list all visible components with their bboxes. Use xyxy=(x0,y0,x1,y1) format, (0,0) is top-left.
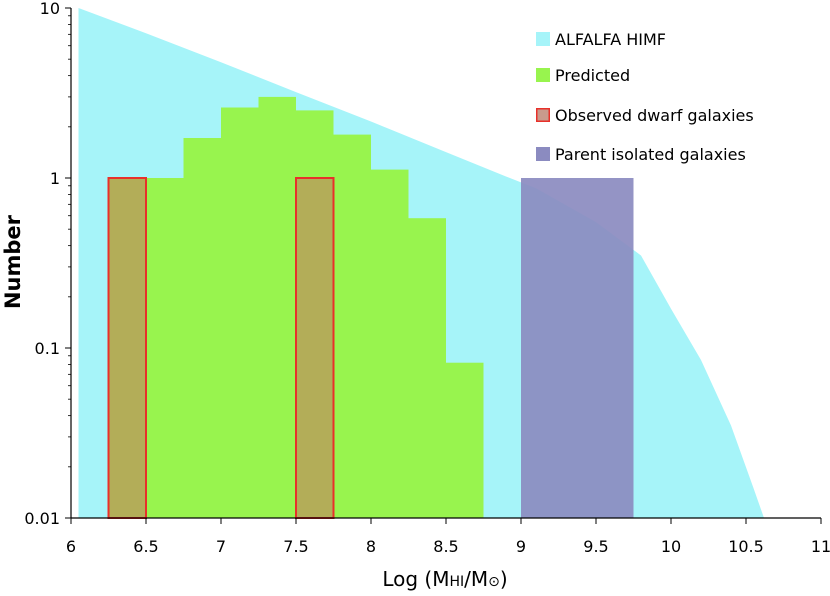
legend-item-parent: Parent isolated galaxies xyxy=(536,145,746,164)
legend-label-alfalfa: ALFALFA HIMF xyxy=(555,30,666,49)
parent-bar-0 xyxy=(521,178,634,518)
x-tick-label: 10 xyxy=(661,537,681,556)
y-tick-label: 1 xyxy=(50,169,60,188)
x-tick-label: 11 xyxy=(811,537,830,556)
observed-bars-layer xyxy=(107,177,335,519)
y-tick-label: 0.1 xyxy=(35,339,60,358)
predicted-bar-3 xyxy=(221,107,259,518)
x-tick-label: 10.5 xyxy=(728,537,764,556)
predicted-bar-7 xyxy=(371,169,409,518)
legend-label-observed: Observed dwarf galaxies xyxy=(555,106,754,125)
y-tick-labels: 0.01 0.1 1 10 xyxy=(24,0,60,528)
parent-bars-layer xyxy=(521,178,634,518)
predicted-bar-8 xyxy=(408,218,446,518)
legend-swatch-parent xyxy=(536,147,550,161)
legend-item-observed: Observed dwarf galaxies xyxy=(536,106,754,125)
x-tick-label: 9.5 xyxy=(583,537,608,556)
y-tick-label: 0.01 xyxy=(24,509,60,528)
x-tick-label: 6 xyxy=(66,537,76,556)
x-tick-label: 8 xyxy=(366,537,376,556)
predicted-bar-4 xyxy=(258,96,296,519)
observed-bar-0 xyxy=(107,177,147,519)
x-tick-label: 6.5 xyxy=(133,537,158,556)
y-axis-title: Number xyxy=(1,214,25,309)
axes-layer xyxy=(65,7,822,524)
x-axis-title: Log (MHI/M⊙) xyxy=(382,567,507,591)
legend-swatch-predicted xyxy=(536,68,550,82)
predicted-bar-2 xyxy=(183,138,221,518)
x-tick-labels: 6 6.5 7 7.5 8 8.5 9 9.5 10 10.5 11 xyxy=(66,537,830,556)
x-tick-label: 8.5 xyxy=(433,537,458,556)
legend-label-parent: Parent isolated galaxies xyxy=(555,145,746,164)
legend-label-predicted: Predicted xyxy=(555,66,630,85)
legend-swatch-alfalfa xyxy=(536,32,550,46)
y-tick-label: 10 xyxy=(40,0,60,18)
x-tick-label: 7 xyxy=(216,537,226,556)
x-tick-label: 9 xyxy=(516,537,526,556)
legend-item-predicted: Predicted xyxy=(536,66,630,85)
x-tick-label: 7.5 xyxy=(283,537,308,556)
observed-bar-1 xyxy=(295,177,335,519)
predicted-bar-9 xyxy=(446,362,484,518)
legend-swatch-observed xyxy=(536,108,550,122)
legend-item-alfalfa: ALFALFA HIMF xyxy=(536,30,666,49)
predicted-bar-1 xyxy=(146,178,184,518)
legend: ALFALFA HIMF Predicted Observed dwarf ga… xyxy=(536,30,754,164)
predicted-bar-6 xyxy=(333,134,371,518)
